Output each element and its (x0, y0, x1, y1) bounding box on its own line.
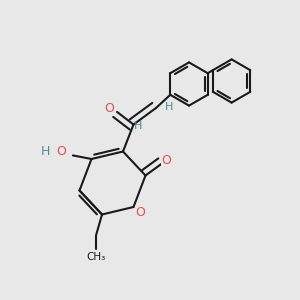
Text: O: O (162, 154, 171, 167)
Text: H: H (40, 145, 50, 158)
Text: H: H (134, 121, 142, 131)
Text: H: H (165, 101, 174, 112)
Text: CH₃: CH₃ (86, 251, 106, 262)
Text: O: O (135, 206, 145, 220)
Text: O: O (105, 102, 114, 115)
Text: O: O (57, 145, 66, 158)
